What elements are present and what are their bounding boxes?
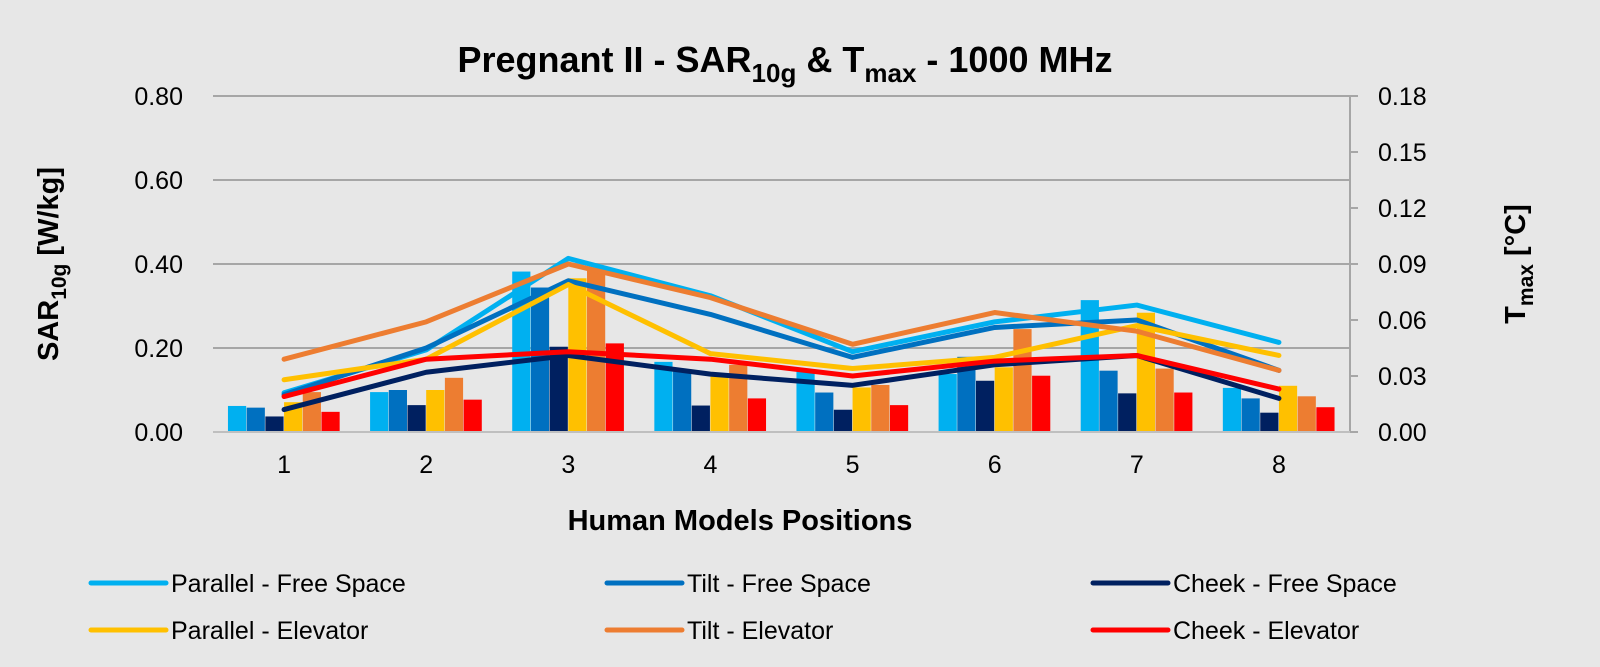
bar [1241, 398, 1260, 432]
bar [1118, 393, 1137, 432]
y-tick-label: 0.20 [134, 335, 183, 363]
legend-item: Parallel - Elevator [88, 617, 368, 645]
legend-label: Parallel - Free Space [171, 570, 406, 598]
legend-item: Tilt - Free Space [604, 570, 871, 598]
bar [605, 343, 624, 432]
bar [747, 398, 767, 432]
bar [1136, 312, 1156, 432]
axes: 0.00 0.20 0.40 0.60 0.80 0.00 0.03 0.06 0.09 0.12… [134, 83, 1426, 479]
bar [833, 409, 853, 432]
bar [852, 387, 871, 432]
legend-label: Tilt - Free Space [687, 570, 871, 598]
bar [1222, 387, 1242, 432]
y2-tick-label: 0.03 [1378, 363, 1427, 391]
y2-axis-title: Tmax [°C] [1500, 204, 1538, 324]
y2-tick-label: 0.06 [1378, 307, 1427, 335]
bar [654, 361, 673, 432]
x-tick-label: 1 [277, 451, 291, 479]
bar [1174, 392, 1193, 432]
bar [815, 392, 834, 432]
legend-label: Cheek - Elevator [1173, 617, 1359, 645]
legend-label: Cheek - Free Space [1173, 570, 1397, 598]
bar [729, 364, 748, 432]
legend-item: Parallel - Free Space [88, 570, 406, 598]
bar [1297, 396, 1316, 432]
y2-tick-label: 0.18 [1378, 83, 1427, 111]
x-tick-label: 8 [1272, 451, 1286, 479]
bar [975, 380, 995, 432]
bar [1155, 368, 1174, 432]
legend-label: Tilt - Elevator [687, 617, 833, 645]
y2-tick-label: 0.09 [1378, 251, 1427, 279]
x-tick-label: 2 [419, 451, 433, 479]
bar [265, 416, 284, 432]
y2-tick-label: 0.12 [1378, 195, 1427, 223]
bar [246, 407, 265, 432]
y-tick-label: 0.60 [134, 167, 183, 195]
bar [407, 405, 426, 432]
bar [871, 384, 890, 432]
y2-tick-label: 0.00 [1378, 419, 1427, 447]
bar [1260, 412, 1279, 432]
bar [370, 392, 389, 432]
x-tick-label: 4 [703, 451, 717, 479]
bar [710, 376, 729, 432]
bar [957, 356, 976, 432]
x-axis-title: Human Models Positions [568, 505, 913, 537]
bar [426, 390, 445, 432]
bar [1278, 385, 1298, 432]
legend-label: Parallel - Elevator [171, 617, 368, 645]
bar [1316, 407, 1335, 432]
bar [691, 405, 710, 432]
bar [444, 377, 464, 432]
bar [463, 399, 482, 432]
x-tick-label: 3 [561, 451, 575, 479]
lines [281, 255, 1282, 413]
bars [227, 268, 1335, 432]
gridlines [213, 95, 1350, 349]
y-tick-label: 0.40 [134, 251, 183, 279]
series-line [281, 278, 1282, 398]
legend-item: Cheek - Free Space [1090, 570, 1397, 598]
bar [889, 405, 909, 432]
y2-tick-label: 0.15 [1378, 139, 1427, 167]
bar [1013, 329, 1032, 432]
y-tick-label: 0.80 [134, 83, 183, 111]
x-tick-label: 6 [988, 451, 1002, 479]
bar [587, 268, 606, 432]
x-tick-label: 7 [1130, 451, 1144, 479]
bar [673, 371, 692, 432]
bar [321, 411, 340, 432]
bar [549, 346, 568, 432]
bar [796, 369, 815, 432]
y-axis-title: SAR10g [W/kg] [33, 167, 71, 361]
series-line [281, 349, 1282, 400]
legend-item: Cheek - Elevator [1090, 617, 1359, 645]
bar [1099, 370, 1118, 432]
bar [938, 374, 957, 432]
bar [388, 390, 407, 432]
y-tick-label: 0.00 [134, 419, 183, 447]
bar [227, 405, 247, 432]
bar [1032, 375, 1051, 432]
x-tick-label: 5 [846, 451, 860, 479]
series-line [281, 282, 1282, 383]
series-line [281, 261, 1282, 373]
chart-title: Pregnant II - SAR10g & Tmax - 1000 MHz [458, 39, 1113, 88]
legend: Parallel - Free Space Tilt - Free Space Ch… [88, 570, 1397, 645]
legend-item: Tilt - Elevator [604, 617, 833, 645]
bar [994, 367, 1013, 432]
